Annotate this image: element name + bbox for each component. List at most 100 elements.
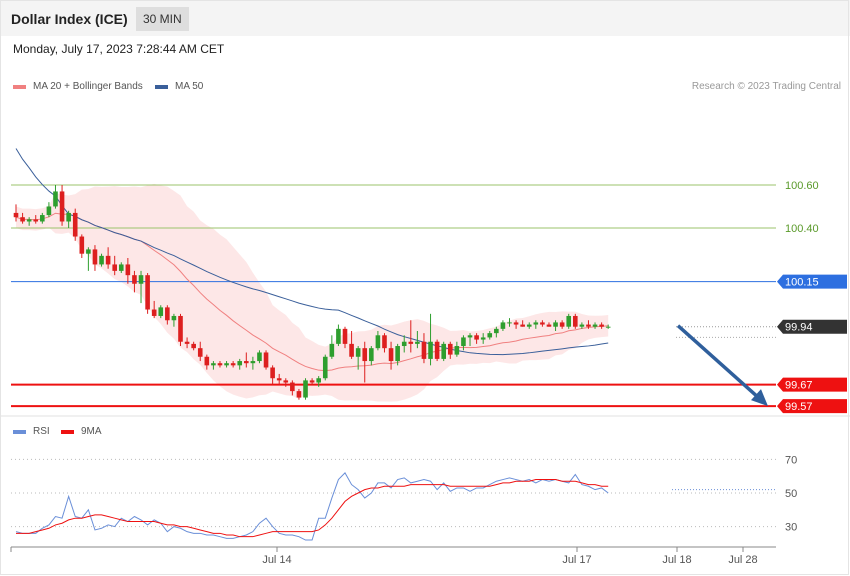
forecast-arrow: [676, 324, 760, 399]
candle-body: [204, 356, 210, 366]
candle-body: [467, 335, 473, 338]
candle-body: [138, 275, 144, 284]
ma50-swatch: [155, 84, 168, 89]
candle-body: [92, 249, 98, 265]
candle-body: [283, 380, 289, 383]
rsi-ma-swatch: [61, 429, 74, 434]
forecast-arrowhead: [751, 389, 768, 407]
price-tag-label: 100.15: [785, 277, 819, 289]
candle-body: [513, 322, 519, 325]
candle-body: [132, 275, 137, 284]
candle-body: [441, 343, 446, 359]
candle-body: [533, 322, 539, 325]
candle-body: [40, 215, 45, 222]
price-tag-label: 99.94: [785, 322, 813, 334]
candle-body: [382, 335, 387, 349]
ma20-swatch: [13, 84, 26, 89]
rsi-ma-label: 9MA: [81, 426, 102, 437]
candle-body: [46, 206, 52, 216]
candle-body: [309, 380, 315, 383]
timestamp: Monday, July 17, 2023 7:28:44 AM CET: [13, 42, 225, 56]
candle-body: [355, 348, 361, 357]
candle-body: [66, 212, 71, 222]
candle-body: [151, 309, 157, 316]
candle-body: [276, 378, 282, 381]
candle-body: [118, 264, 124, 271]
x-tick-label: Jul 14: [262, 554, 291, 566]
candle-body: [421, 341, 427, 359]
candle-body: [401, 341, 407, 347]
x-tick-label: Jul 17: [562, 554, 591, 566]
candle-body: [165, 307, 170, 321]
candle-body: [171, 315, 177, 321]
candle-body: [342, 328, 348, 344]
candle-body: [244, 361, 249, 364]
candle-body: [592, 324, 598, 327]
candle-body: [263, 352, 269, 368]
candle-body: [217, 363, 223, 366]
candle-body: [375, 335, 381, 349]
candle-body: [20, 217, 25, 222]
ma50-line: [15, 148, 609, 356]
candle-body: [599, 324, 604, 327]
price-tag-bg: [777, 399, 847, 414]
candle-body: [72, 212, 78, 237]
price-tag-bg: [777, 377, 847, 392]
candle-body: [158, 307, 164, 316]
candle-body: [329, 343, 335, 357]
candle-body: [566, 315, 572, 327]
legend-ma20: MA 20 + Bollinger Bands: [13, 81, 143, 92]
price-tag-resistance: 100.40: [785, 223, 819, 235]
candle-body: [573, 315, 578, 327]
candle-body: [145, 275, 150, 310]
ma20-label: MA 20 + Bollinger Bands: [33, 81, 143, 92]
rsi-line: [15, 472, 609, 541]
candle-body: [13, 212, 19, 218]
candle-body: [33, 219, 39, 222]
candle-body: [322, 356, 328, 379]
interval-badge[interactable]: 30 MIN: [136, 7, 189, 31]
candle-body: [428, 341, 433, 359]
candle-body: [369, 348, 374, 362]
legend-rsi-ma: 9MA: [61, 426, 102, 437]
candle-body: [53, 191, 58, 207]
candle-body: [447, 343, 453, 355]
candle-body: [494, 328, 499, 334]
candle-body: [257, 352, 262, 362]
candle-body: [559, 322, 565, 327]
price-tag-label: 100.40: [785, 223, 819, 235]
rsi-tick-label: 70: [785, 454, 797, 466]
rsi-swatch: [13, 429, 26, 434]
candle-body: [474, 335, 479, 340]
candle-body: [303, 380, 308, 398]
price-tag-support: 99.57: [777, 399, 847, 414]
candle-body: [178, 315, 183, 342]
candle-body: [546, 324, 552, 327]
x-tick-label: Jul 28: [728, 554, 757, 566]
candle-body: [125, 264, 131, 276]
candle-body: [454, 346, 460, 355]
candle-body: [237, 361, 243, 366]
candle-body: [500, 322, 506, 329]
candle-body: [415, 341, 420, 344]
rsi-ma-line: [16, 479, 609, 538]
legend-rsi: RSI: [13, 426, 50, 437]
price-tag-bg: [777, 274, 847, 289]
legend-ma50: MA 50: [155, 81, 203, 92]
candle-body: [605, 326, 611, 328]
candle-body: [316, 378, 321, 383]
candle-body: [79, 236, 85, 254]
price-tag-bg: [777, 319, 847, 334]
price-tag-label: 100.60: [785, 180, 819, 192]
candle-body: [99, 255, 104, 265]
candle-body: [26, 219, 32, 222]
candle-body: [86, 249, 91, 254]
rsi-tick-label: 50: [785, 488, 797, 500]
candle-body: [184, 341, 190, 344]
candle-body: [507, 322, 512, 324]
candle-body: [290, 382, 295, 392]
candle-body: [362, 348, 368, 362]
price-tag-last: 99.94: [777, 319, 847, 334]
candle-body: [211, 363, 216, 366]
